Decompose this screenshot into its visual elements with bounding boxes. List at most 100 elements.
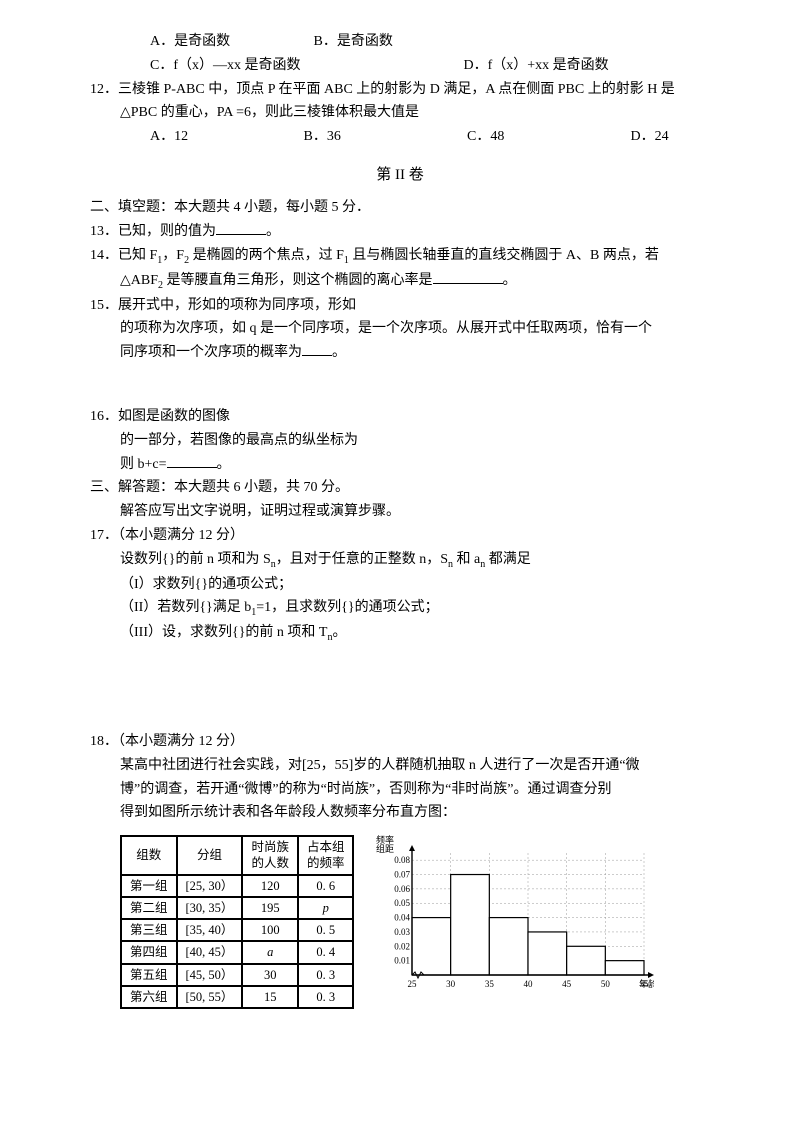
svg-text:0.04: 0.04 [395,913,411,923]
svg-text:0.07: 0.07 [395,870,411,880]
q13-period: 。 [266,224,280,239]
q17-l1: 设数列{}的前 n 项和为 Sn，且对于任意的正整数 n，Sn 和 an 都满足 [60,548,740,573]
table-cell: 100 [242,919,298,941]
q16-num: 16． [90,409,118,424]
svg-text:0.03: 0.03 [395,927,411,937]
table-cell: 0. 5 [298,919,354,941]
q18-l3: 得到如图所示统计表和各年龄段人数频率分布直方图： [60,801,740,825]
q15-line3: 同序项和一个次序项的概率为。 [60,341,740,365]
part-ii-title: 第 II 卷 [60,163,740,189]
q16-t3: 则 b+c= [120,457,167,472]
q12-num: 12． [90,82,118,97]
table-row: 第四组[40, 45）a0. 4 [121,941,353,963]
q17-l3a: （II）若数列{}满足 b [120,600,251,615]
q11-opt-a: A．是奇函数 [150,30,310,54]
histogram-chart: 频率组距0.010.020.030.040.050.060.070.082530… [374,835,654,995]
table-cell: 0. 4 [298,941,354,963]
table-cell: 120 [242,875,298,897]
q14: 14．已知 F1，F2 是椭圆的两个焦点，过 F1 且与椭圆长轴垂直的直线交椭圆… [60,244,740,269]
q18-title: （本小题满分 12 分） [118,734,244,749]
table-cell: 0. 3 [298,986,354,1008]
q12-text2: △PBC 的重心，PA =6，则此三棱锥体积最大值是 [60,101,740,125]
q15-num: 15． [90,298,118,313]
q12: 12．三棱锥 P-ABC 中，顶点 P 在平面 ABC 上的射影为 D 满足，A… [60,78,740,102]
svg-text:0.06: 0.06 [395,884,411,894]
table-cell: [35, 40） [177,919,243,941]
q13-blank [216,221,266,235]
q14-t1a: 已知 F [118,248,157,263]
q15-period: 。 [332,345,346,360]
q11-options-2: C．f（x）—xx 是奇函数 D．f（x）+xx 是奇函数 [60,54,740,78]
q14-num: 14． [90,248,118,263]
q18-l1: 某高中社团进行社会实践，对[25，55]岁的人群随机抽取 n 人进行了一次是否开… [60,754,740,778]
table-cell: [30, 35） [177,897,243,919]
q11-opt-b: B．是奇函数 [314,30,393,54]
table-cell: 第二组 [121,897,177,919]
q17-title: （本小题满分 12 分） [118,528,244,543]
q14-t1b: ，F [162,248,184,263]
table-cell: 0. 6 [298,875,354,897]
q17-num: 17． [90,528,118,543]
table-header: 组数 [121,836,177,875]
table-cell: 第三组 [121,919,177,941]
svg-text:40: 40 [524,979,534,989]
table-cell: 第六组 [121,986,177,1008]
q14-period: 。 [503,273,517,288]
table-cell: 第五组 [121,964,177,986]
table-header: 时尚族的人数 [242,836,298,875]
q18-l2: 博”的调查，若开通“微博”的称为“时尚族”，否则称为“非时尚族”。通过调查分别 [60,778,740,802]
table-cell: 0. 3 [298,964,354,986]
q14-blank [433,270,503,284]
q12-opt-d: D．24 [631,125,669,149]
svg-text:组距: 组距 [376,843,394,854]
svg-text:0.01: 0.01 [395,956,411,966]
table-row: 第三组[35, 40）1000. 5 [121,919,353,941]
q16-line3: 则 b+c= 。 [60,453,740,477]
q16-t1: 如图是函数的图像 [118,409,230,424]
table-cell: 第四组 [121,941,177,963]
q14-t2a: △ABF [120,273,158,288]
section-3-title-b: 解答应写出文字说明，证明过程或演算步骤。 [60,500,740,524]
q17-l3: （II）若数列{}满足 b1=1，且求数列{}的通项公式； [60,596,740,621]
svg-text:30: 30 [447,979,457,989]
q12-text1: 三棱锥 P-ABC 中，顶点 P 在平面 ABC 上的射影为 D 满足，A 点在… [118,82,675,97]
table-cell: 30 [242,964,298,986]
q13-num: 13． [90,224,118,239]
q11-opt-d: D．f（x）+xx 是奇函数 [464,54,609,78]
section-2-title: 二、填空题：本大题共 4 小题，每小题 5 分． [60,196,740,220]
q17-l3b: =1，且求数列{}的通项公式； [256,600,438,615]
q16: 16．如图是函数的图像 [60,405,740,429]
svg-text:0.08: 0.08 [395,855,411,865]
q12-opt-c: C．48 [467,125,627,149]
q17-l4: （III）设，求数列{}的前 n 项和 Tn。 [60,621,740,646]
table-row: 第一组[25, 30）1200. 6 [121,875,353,897]
q17-l1d: 都满足 [485,552,531,567]
q12-options: A．12 B．36 C．48 D．24 [60,125,740,149]
svg-text:25: 25 [408,979,418,989]
svg-text:0.05: 0.05 [395,898,411,908]
q11-opt-c: C．f（x）—xx 是奇函数 [150,54,460,78]
svg-text:0.02: 0.02 [395,942,411,952]
table-cell: 195 [242,897,298,919]
q13-text: 已知，则的值为 [118,224,216,239]
table-cell: [40, 45） [177,941,243,963]
q16-period: 。 [217,457,231,472]
svg-text:50: 50 [601,979,611,989]
table-cell: [50, 55） [177,986,243,1008]
table-row: 第二组[30, 35）195p [121,897,353,919]
section-3-title-a: 三、解答题：本大题共 6 小题，共 70 分。 [60,476,740,500]
table-row: 第六组[50, 55）150. 3 [121,986,353,1008]
q13: 13．已知，则的值为 。 [60,220,740,244]
table-cell: [25, 30） [177,875,243,897]
q17: 17．（本小题满分 12 分） [60,524,740,548]
q14-line2: △ABF2 是等腰直角三角形，则这个椭圆的离心率是。 [60,269,740,294]
q17-l1b: ，且对于任意的正整数 n，S [276,552,448,567]
q14-t1d: 且与椭圆长轴垂直的直线交椭圆于 A、B 两点，若 [349,248,659,263]
q12-opt-b: B．36 [304,125,464,149]
q14-t2b: 是等腰直角三角形，则这个椭圆的离心率是 [163,273,433,288]
q17-l4a: （III）设，求数列{}的前 n 项和 T [120,625,327,640]
table-header: 分组 [177,836,243,875]
q15: 15．展开式中，形如的项称为同序项，形如 [60,294,740,318]
table-cell: [45, 50） [177,964,243,986]
table-cell: p [298,897,354,919]
